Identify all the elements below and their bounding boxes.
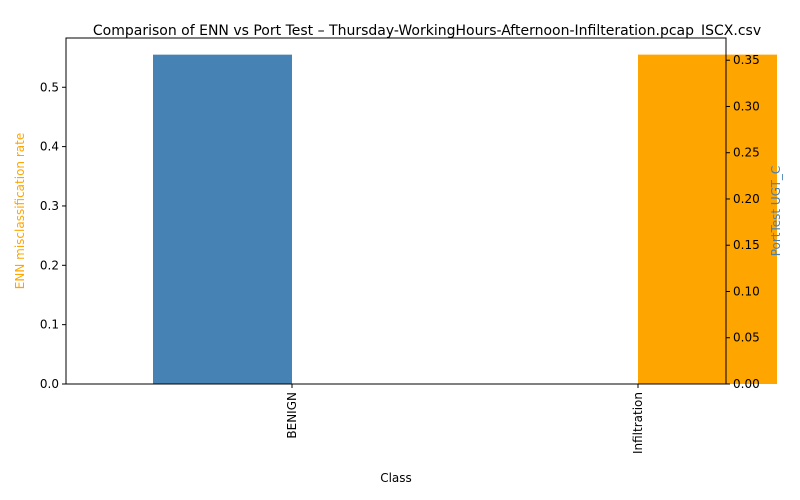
left-y-tick-label: 0.2 xyxy=(40,258,59,272)
bar-benign-porttest xyxy=(153,54,292,384)
right-y-axis-label: PortTest UGT_C xyxy=(769,166,783,257)
left-y-tick-label: 0.5 xyxy=(40,80,59,94)
right-y-tick-label: 0.20 xyxy=(733,192,760,206)
right-y-tick-label: 0.05 xyxy=(733,331,760,345)
left-y-tick-label: 0.3 xyxy=(40,199,59,213)
x-axis-label: Class xyxy=(380,471,412,485)
left-y-tick-label: 0.4 xyxy=(40,140,59,154)
x-tick-label-benign: BENIGN xyxy=(285,392,299,439)
x-tick-label-infiltration: Infiltration xyxy=(631,392,645,454)
right-y-tick-label: 0.35 xyxy=(733,53,760,67)
plot-area: 0.0 0.1 0.2 0.3 0.4 0.5 0.00 0.05 0.10 0.15 0.20 0.… xyxy=(40,37,777,454)
right-y-tick-label: 0.15 xyxy=(733,238,760,252)
right-y-tick-label: 0.00 xyxy=(733,377,760,391)
right-y-tick-label: 0.10 xyxy=(733,284,760,298)
chart-title: Comparison of ENN vs Port Test – Thursda… xyxy=(93,23,761,39)
right-y-tick-label: 0.25 xyxy=(733,146,760,160)
plot-frame xyxy=(65,37,727,385)
left-y-tick-label: 0.1 xyxy=(40,318,59,332)
bar-infiltration-enn xyxy=(638,54,777,385)
left-y-tick-label: 0.0 xyxy=(40,377,59,391)
right-y-tick-label: 0.30 xyxy=(733,99,760,113)
left-y-axis-label: ENN misclassification rate xyxy=(13,133,27,289)
